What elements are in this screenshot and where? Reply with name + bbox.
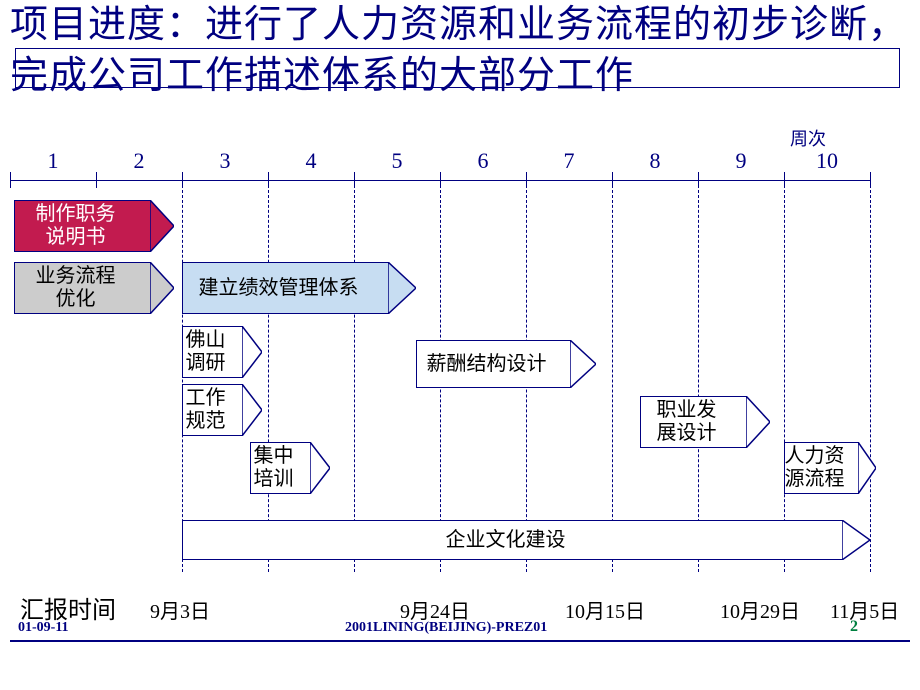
week-number: 6 [478,148,489,174]
axis-tick [96,172,97,188]
task-culture: 企业文化建设 [182,520,842,560]
week-number: 7 [564,148,575,174]
axis-tick [10,172,11,188]
axis-gridline [698,180,699,572]
task-work-spec: 工作 规范 [182,384,242,436]
footer-doc-id: 2001LINING(BEIJING)-PREZ01 [345,620,547,636]
week-number: 4 [306,148,317,174]
footer-rule [10,640,910,642]
axis-gridline [784,180,785,572]
axis-gridline [268,180,269,572]
report-date: 9月3日 [150,595,210,624]
task-career-dev: 职业发 展设计 [640,396,746,448]
task-arrowhead-icon [842,520,870,560]
footer-date: 01-09-11 [18,620,69,636]
report-date: 11月5日 [830,595,899,624]
axis-gridline [354,180,355,572]
task-foshan: 佛山 调研 [182,326,242,378]
task-arrowhead-icon [150,262,174,314]
week-number: 3 [220,148,231,174]
task-arrowhead-icon [746,396,770,448]
task-arrowhead-icon [570,340,596,388]
task-arrowhead-icon [858,442,876,494]
week-number: 9 [736,148,747,174]
task-arrowhead-icon [242,326,262,378]
task-job-desc: 制作职务 说明书 [14,200,150,252]
task-compensation: 薪酬结构设计 [416,340,570,388]
axis-gridline [870,180,871,572]
task-hr-process: 人力资 源流程 [784,442,858,494]
week-number: 1 [48,148,59,174]
report-date: 10月15日 [565,595,645,624]
week-number: 10 [816,148,838,174]
report-date: 10月29日 [720,595,800,624]
task-arrowhead-icon [242,384,262,436]
title-underline-box [15,48,900,88]
task-arrowhead-icon [150,200,174,252]
task-arrowhead-icon [310,442,330,494]
task-arrowhead-icon [388,262,416,314]
week-number: 8 [650,148,661,174]
task-perf-system: 建立绩效管理体系 [182,262,388,314]
task-training: 集中 培训 [250,442,310,494]
axis-gridline [612,180,613,572]
footer-page-number: 2 [850,618,858,636]
week-number: 5 [392,148,403,174]
task-process-opt: 业务流程 优化 [14,262,150,314]
week-number: 2 [134,148,145,174]
